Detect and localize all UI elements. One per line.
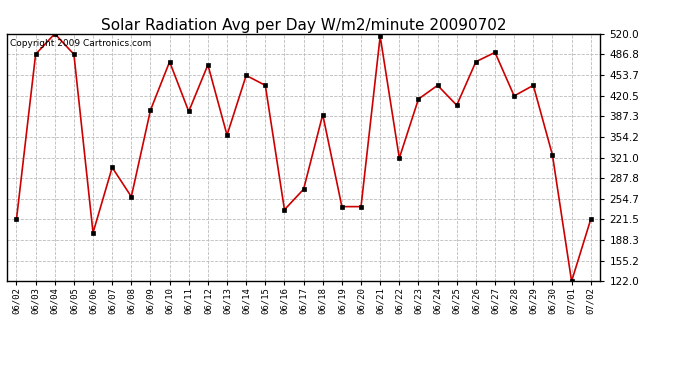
Title: Solar Radiation Avg per Day W/m2/minute 20090702: Solar Radiation Avg per Day W/m2/minute … (101, 18, 506, 33)
Text: Copyright 2009 Cartronics.com: Copyright 2009 Cartronics.com (10, 39, 151, 48)
